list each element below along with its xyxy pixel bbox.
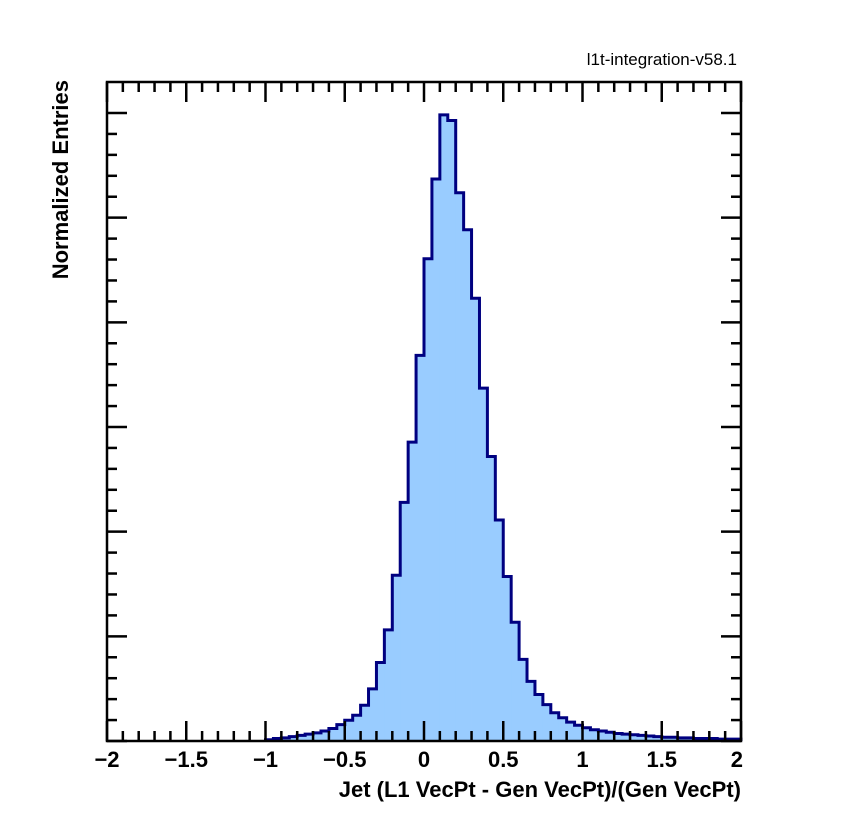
histogram-bar: [606, 732, 615, 741]
histogram-bar: [487, 456, 496, 741]
histogram-bar: [408, 442, 417, 741]
histogram-bar: [344, 720, 354, 741]
x-axis-label: Jet (L1 VecPt - Gen VecPt)/(Gen VecPt): [339, 777, 741, 802]
histogram-bar: [281, 737, 290, 741]
histogram-bar: [305, 734, 314, 741]
histogram-bar: [328, 728, 338, 741]
histogram-bar: [336, 724, 346, 741]
histogram-bar: [400, 502, 409, 741]
histogram-bar: [661, 737, 671, 741]
histogram-bar: [669, 737, 678, 741]
histogram-bar: [622, 734, 631, 741]
histogram-bar: [313, 732, 322, 741]
x-tick-label: 0: [418, 747, 430, 772]
histogram-bar: [384, 629, 393, 741]
histogram-bar: [352, 715, 361, 741]
x-tick-label: 1: [576, 747, 588, 772]
histogram-bar: [653, 736, 663, 741]
histogram-bar: [455, 192, 465, 742]
histogram-bar: [558, 717, 568, 741]
histogram-bar: [320, 730, 330, 741]
histogram-bar: [637, 735, 647, 741]
histogram-bar: [368, 688, 377, 741]
axis-ticks: [105, 82, 743, 743]
histogram-bar: [463, 229, 472, 742]
histogram-bar: [297, 735, 306, 741]
histogram-bar: [566, 722, 575, 741]
histogram-bar: [289, 736, 298, 741]
histogram-bar: [416, 355, 425, 741]
y-axis-label: Normalized Entries: [48, 80, 73, 279]
histogram-bar: [503, 576, 512, 741]
histogram-bar: [685, 737, 694, 741]
histogram-bar: [527, 681, 536, 741]
x-tick-label: −0.5: [323, 747, 366, 772]
histogram-bar: [582, 727, 591, 741]
histogram-bar: [645, 735, 655, 741]
histogram-bar: [424, 258, 433, 741]
x-tick-label: −1: [253, 747, 278, 772]
histogram-bar: [677, 737, 686, 741]
x-tick-labels: −2 −1.5 −1 −0.5 0 0.5 1 1.5 2: [94, 747, 743, 772]
histogram-bar: [519, 659, 528, 741]
histogram-bar: [590, 729, 599, 741]
histogram-bar: [574, 725, 583, 741]
histogram-bar: [630, 734, 639, 741]
x-tick-label: 1.5: [646, 747, 677, 772]
histogram-bar: [511, 622, 520, 741]
histogram-bar: [598, 730, 607, 741]
histogram-bar: [431, 178, 441, 741]
histogram-bar: [534, 694, 544, 741]
histogram-bar: [479, 388, 488, 741]
x-tick-label: −2: [94, 747, 119, 772]
histogram-bar: [392, 575, 401, 741]
histogram-bar: [550, 712, 560, 741]
x-tick-label: 2: [731, 747, 743, 772]
histogram-bar: [360, 705, 369, 741]
x-tick-label: −1.5: [165, 747, 208, 772]
histogram-bar: [439, 114, 449, 741]
histogram-outline: [264, 113, 743, 742]
histogram-bar: [376, 662, 385, 741]
x-tick-label: 0.5: [488, 747, 519, 772]
histogram-bar: [447, 120, 457, 741]
version-label: l1t-integration-v58.1: [587, 50, 737, 69]
histogram-bar: [614, 733, 623, 741]
histogram-bar: [495, 519, 504, 741]
histogram-bar: [542, 704, 552, 741]
histogram-bar: [471, 298, 480, 741]
